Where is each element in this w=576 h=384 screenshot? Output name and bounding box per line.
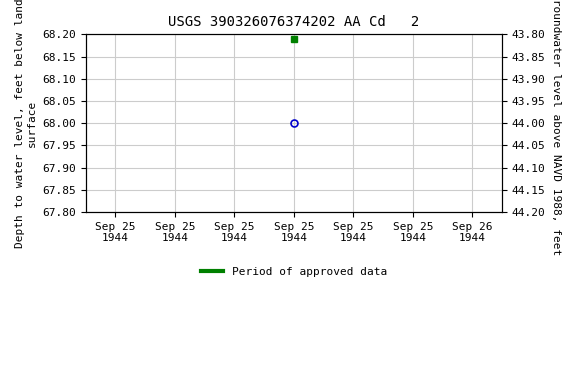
Y-axis label: Groundwater level above NAVD 1988, feet: Groundwater level above NAVD 1988, feet (551, 0, 561, 255)
Y-axis label: Depth to water level, feet below land
surface: Depth to water level, feet below land su… (15, 0, 37, 248)
Legend: Period of approved data: Period of approved data (196, 262, 392, 281)
Title: USGS 390326076374202 AA Cd   2: USGS 390326076374202 AA Cd 2 (168, 15, 419, 29)
